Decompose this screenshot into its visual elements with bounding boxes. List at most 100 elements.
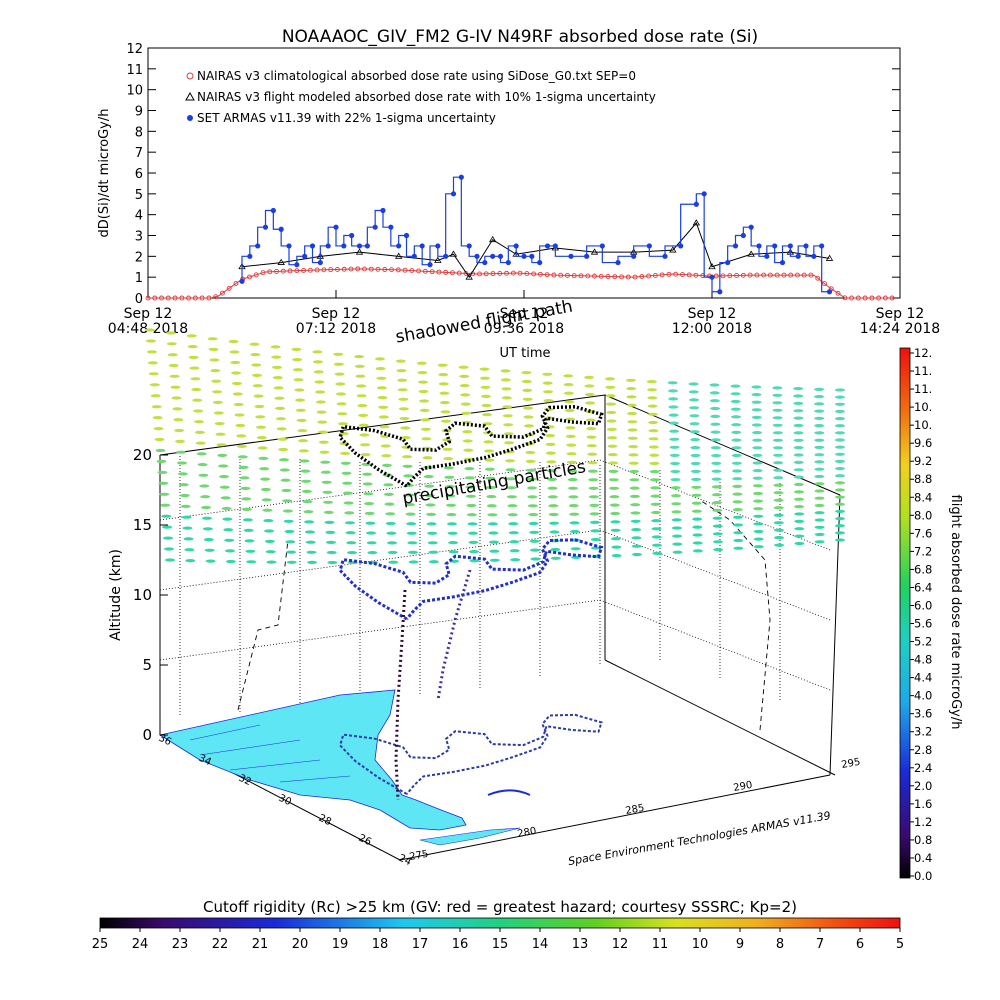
particle-dash (191, 387, 202, 392)
particle-dash (322, 490, 333, 494)
data-point (662, 253, 668, 259)
particle-dash (317, 420, 328, 424)
particle-dash (814, 409, 825, 413)
particle-dash (299, 459, 310, 463)
particle-dash (345, 531, 356, 535)
colorbar-tick-label: 18 (372, 937, 389, 952)
particle-dash (569, 529, 580, 534)
particle-dash (753, 514, 764, 518)
flight-3d-scene: shadowed flight path precipitating parti… (108, 297, 861, 868)
particle-dash (146, 350, 157, 354)
particle-dash (627, 411, 638, 416)
particle-dash (279, 458, 289, 462)
data-point (811, 253, 817, 259)
particle-dash (252, 373, 262, 377)
particle-dash (402, 455, 412, 459)
particle-dash (712, 532, 723, 536)
data-point (592, 273, 597, 279)
particle-dash (242, 507, 252, 511)
particle-dash (669, 429, 680, 433)
particle-dash (318, 430, 328, 434)
particle-dash (286, 550, 296, 554)
particle-dash (202, 516, 212, 520)
particle-dash (489, 549, 500, 553)
data-point (488, 235, 497, 243)
particle-dash (302, 500, 313, 504)
colorbar-tick-label: 14 (532, 937, 549, 952)
particle-dash (530, 557, 541, 561)
particle-dash (503, 423, 514, 427)
y-tick-label: 9 (135, 105, 143, 120)
particle-dash (177, 472, 188, 476)
particle-dash (480, 385, 491, 389)
data-point (301, 267, 307, 273)
data-point (294, 268, 300, 274)
particle-dash (217, 453, 228, 457)
colorbar-tick-label: 0.4 (914, 851, 932, 865)
particle-dash (488, 540, 499, 544)
particle-dash (467, 522, 478, 526)
particle-dash (448, 550, 459, 554)
data-point (247, 253, 253, 259)
particle-dash (731, 438, 742, 442)
particle-dash (733, 523, 744, 527)
climb-descent-columns (394, 569, 472, 801)
data-point (280, 268, 286, 274)
data-point (270, 207, 276, 214)
particle-dash (294, 388, 305, 392)
particle-dash (564, 408, 575, 413)
data-point (333, 224, 339, 230)
legend-marker (187, 115, 193, 121)
particle-dash (398, 397, 409, 401)
particle-dash (692, 533, 703, 537)
particle-dash (378, 415, 389, 419)
particle-dash (651, 519, 662, 523)
particle-dash (503, 432, 514, 436)
particle-dash (485, 476, 496, 480)
particle-dash (344, 511, 355, 515)
particle-dash (194, 430, 205, 434)
particle-dash (489, 558, 500, 562)
particle-dash (314, 380, 325, 384)
particle-dash (631, 536, 642, 540)
data-point (524, 271, 530, 277)
data-point (341, 243, 347, 249)
particle-dash (835, 509, 845, 513)
particle-dash (814, 416, 825, 420)
particle-dash (340, 451, 351, 455)
particle-dash (385, 521, 396, 526)
particle-dash (256, 425, 266, 429)
x-tick-label-time: 14:24 2018 (860, 321, 940, 337)
legend-entry: SET ARMAS v11.39 with 22% 1-sigma uncert… (197, 111, 496, 125)
particle-dash (690, 461, 701, 466)
particle-dash (338, 432, 349, 436)
particle-dash (751, 400, 762, 404)
particle-dash (732, 469, 742, 473)
particle-dash (249, 342, 260, 346)
particle-dash (611, 537, 621, 541)
particle-dash (442, 447, 453, 451)
cutoff-rigidity-colorbar-gradient (99, 917, 901, 929)
data-point (669, 246, 677, 253)
particle-dash (504, 441, 515, 445)
particle-dash (272, 365, 282, 369)
particle-dash (793, 431, 804, 435)
wall-projections (237, 499, 771, 731)
particle-dash (197, 463, 208, 467)
data-point (605, 274, 611, 279)
particle-dash (835, 538, 845, 542)
data-point (842, 295, 848, 301)
x-tick-label-time: 07:12 2018 (296, 321, 376, 337)
particle-dash (233, 402, 244, 407)
particle-dash (752, 461, 763, 465)
particle-dash (525, 459, 536, 463)
particle-dash (379, 425, 390, 429)
data-point (179, 295, 185, 301)
data-point (795, 272, 800, 278)
colorbar-tick-label: 7 (816, 937, 824, 952)
particle-dash (794, 534, 805, 538)
data-point (808, 272, 814, 278)
particle-dash (149, 383, 160, 387)
particle-dash (270, 345, 281, 349)
particle-dash (608, 478, 619, 482)
